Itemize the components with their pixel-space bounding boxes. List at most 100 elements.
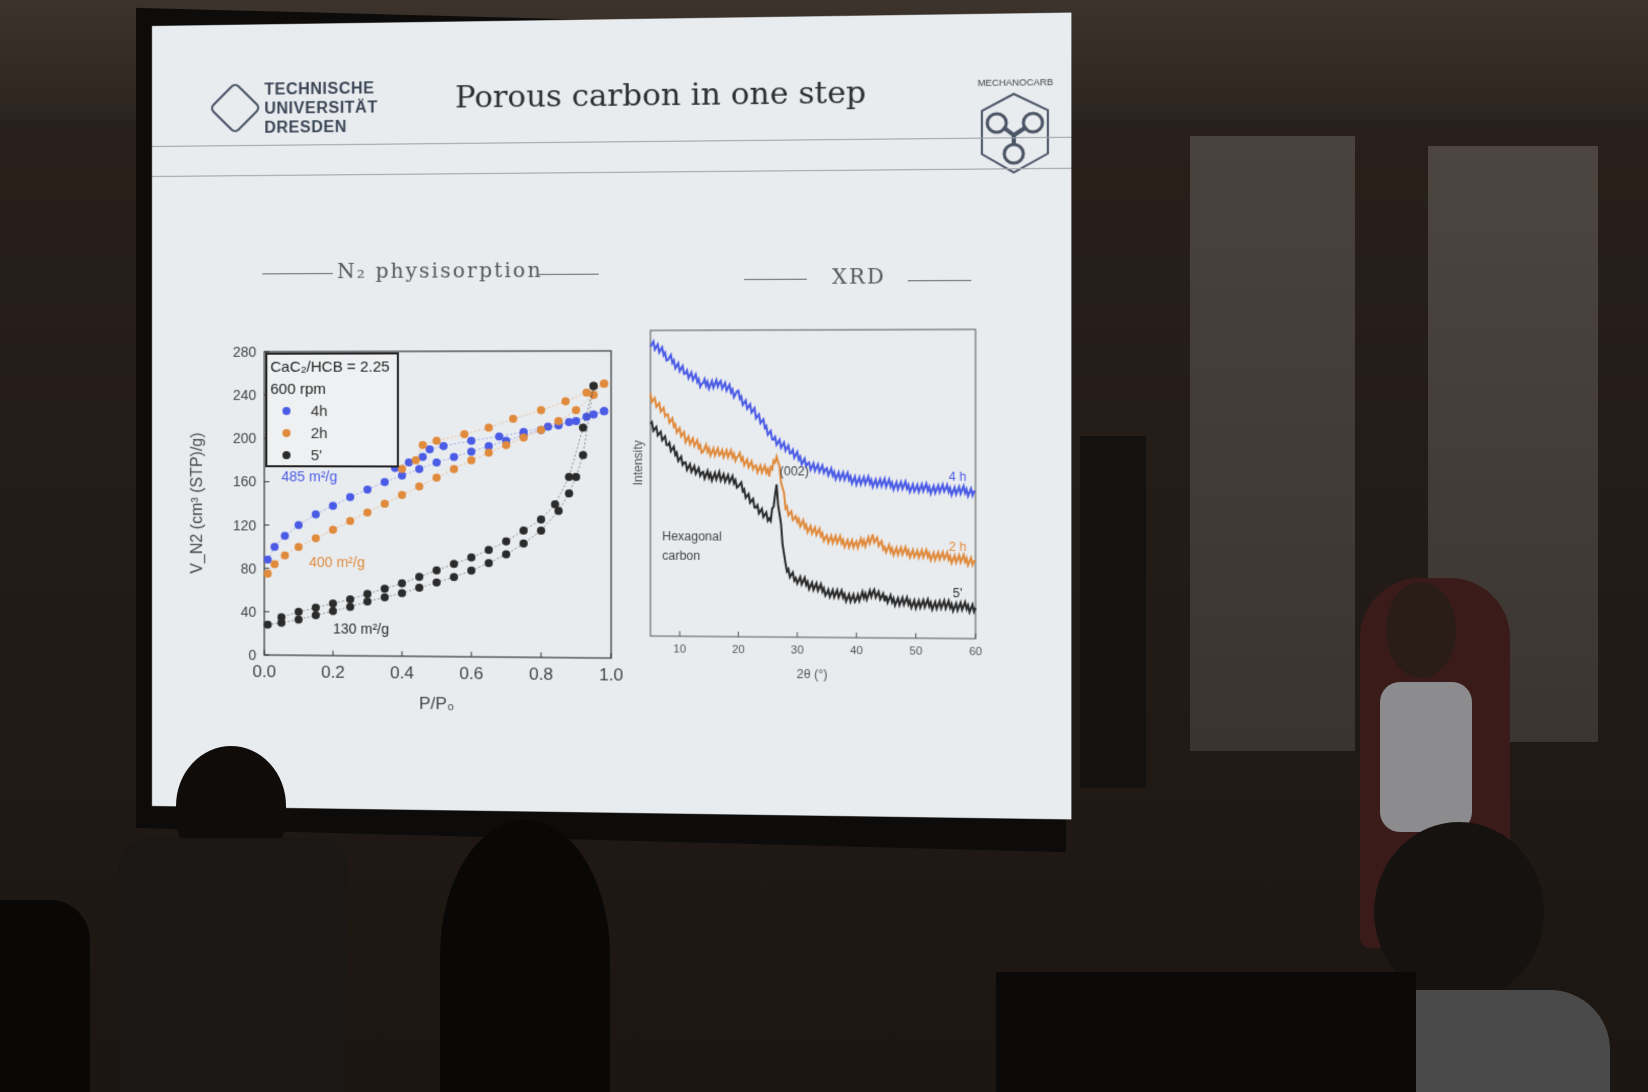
- logo-line: UNIVERSITÄT: [264, 98, 377, 118]
- x-tick-label: 20: [732, 644, 745, 656]
- tu-dresden-logo: TECHNISCHE UNIVERSITÄT DRESDEN: [210, 79, 402, 152]
- data-point: [561, 397, 569, 405]
- xrd-series-label: 5': [953, 586, 963, 600]
- data-point: [600, 407, 608, 415]
- data-point: [329, 599, 337, 607]
- n2-physisorption-heading: N₂ physisorption: [337, 258, 543, 283]
- data-point: [450, 453, 458, 461]
- data-point: [412, 456, 420, 464]
- data-point: [346, 595, 354, 603]
- data-point: [537, 426, 545, 434]
- header-divider: [152, 168, 1071, 177]
- data-point: [398, 579, 406, 587]
- audience-shoulders-left: [118, 838, 348, 1092]
- legend-title: CaC₂/HCB = 2.25: [270, 358, 389, 375]
- data-point: [264, 570, 272, 578]
- data-point: [281, 551, 289, 559]
- data-point: [589, 382, 597, 390]
- data-point: [264, 621, 272, 629]
- xrd-heading: XRD: [832, 264, 886, 289]
- phase-label: carbon: [662, 548, 700, 562]
- x-tick-label: 40: [850, 645, 863, 657]
- mechanocarb-mark-icon: [978, 89, 1063, 193]
- data-point: [363, 597, 371, 605]
- y-axis-label: V_N2 (cm³ (STP)/g): [189, 432, 206, 573]
- x-axis-label: 2θ (°): [797, 667, 828, 682]
- data-point: [579, 451, 587, 459]
- data-point: [329, 607, 337, 615]
- data-point: [450, 573, 458, 581]
- physisorption-chart: 0.0 0.2 0.4 0.6 0.8 1.0 0 40 80 120 160 200 240 280 P/…: [174, 314, 632, 742]
- x-tick-label: 0.2: [321, 663, 345, 682]
- data-point: [312, 510, 320, 518]
- data-point: [419, 441, 427, 449]
- data-point: [502, 441, 510, 449]
- y-tick-label: 40: [241, 603, 257, 619]
- data-point: [329, 526, 337, 534]
- xrd-series-label: 4 h: [949, 470, 967, 484]
- data-point: [381, 585, 389, 593]
- data-point: [281, 532, 289, 540]
- data-point: [295, 608, 303, 616]
- legend-label: 5': [311, 447, 322, 464]
- data-point: [419, 453, 427, 461]
- x-tick-label: 10: [673, 643, 686, 655]
- data-point: [519, 526, 527, 534]
- x-tick-label: 0.6: [459, 664, 483, 683]
- section-rule: [262, 273, 333, 274]
- data-point: [519, 540, 527, 548]
- peak-label: (002): [780, 465, 809, 479]
- data-point: [572, 417, 580, 425]
- audience-head-center: [440, 820, 610, 1092]
- data-point: [495, 432, 503, 440]
- data-point: [398, 491, 406, 499]
- xrd-trace: [650, 422, 975, 612]
- data-point: [565, 473, 573, 481]
- data-point: [467, 567, 475, 575]
- y-tick-label: 160: [233, 474, 257, 490]
- x-tick-label: 0.8: [529, 664, 553, 684]
- data-point: [502, 550, 510, 558]
- mechanocarb-label: MECHANOCARB: [978, 77, 1054, 88]
- data-point: [295, 521, 303, 529]
- x-tick-label: 0.0: [252, 662, 276, 681]
- legend-marker: [282, 451, 290, 459]
- data-point: [415, 482, 423, 490]
- mechanocarb-logo: MECHANOCARB: [978, 77, 1063, 191]
- data-point: [295, 615, 303, 623]
- surface-area-label: 130 m²/g: [333, 621, 389, 638]
- data-point: [312, 604, 320, 612]
- y-tick-label: 200: [233, 430, 257, 446]
- data-point: [485, 546, 493, 554]
- data-point: [426, 445, 434, 453]
- data-point: [467, 448, 475, 456]
- presentation-slide: TECHNISCHE UNIVERSITÄT DRESDEN Porous ca…: [152, 13, 1071, 820]
- wall-panel: [1190, 136, 1355, 751]
- y-tick-label: 0: [248, 647, 256, 663]
- data-point: [329, 502, 337, 510]
- data-point: [433, 578, 441, 586]
- data-point: [519, 433, 527, 441]
- phase-label: Hexagonal: [662, 529, 722, 544]
- data-point: [467, 553, 475, 561]
- data-point: [537, 516, 545, 524]
- data-point: [572, 473, 580, 481]
- data-point: [433, 566, 441, 574]
- data-point: [509, 415, 517, 423]
- data-point: [551, 500, 559, 508]
- tu-dresden-logo-text: TECHNISCHE UNIVERSITÄT DRESDEN: [264, 79, 377, 138]
- data-point: [346, 517, 354, 525]
- data-point: [572, 406, 580, 414]
- data-point: [450, 465, 458, 473]
- data-point: [381, 500, 389, 508]
- data-point: [485, 559, 493, 567]
- data-point: [398, 465, 406, 473]
- data-point: [565, 489, 573, 497]
- data-point: [467, 437, 475, 445]
- data-point: [537, 526, 545, 534]
- data-point: [415, 465, 423, 473]
- section-rule: [908, 280, 972, 281]
- audience-left-edge: [0, 900, 90, 1092]
- data-point: [433, 437, 441, 445]
- data-point: [363, 590, 371, 598]
